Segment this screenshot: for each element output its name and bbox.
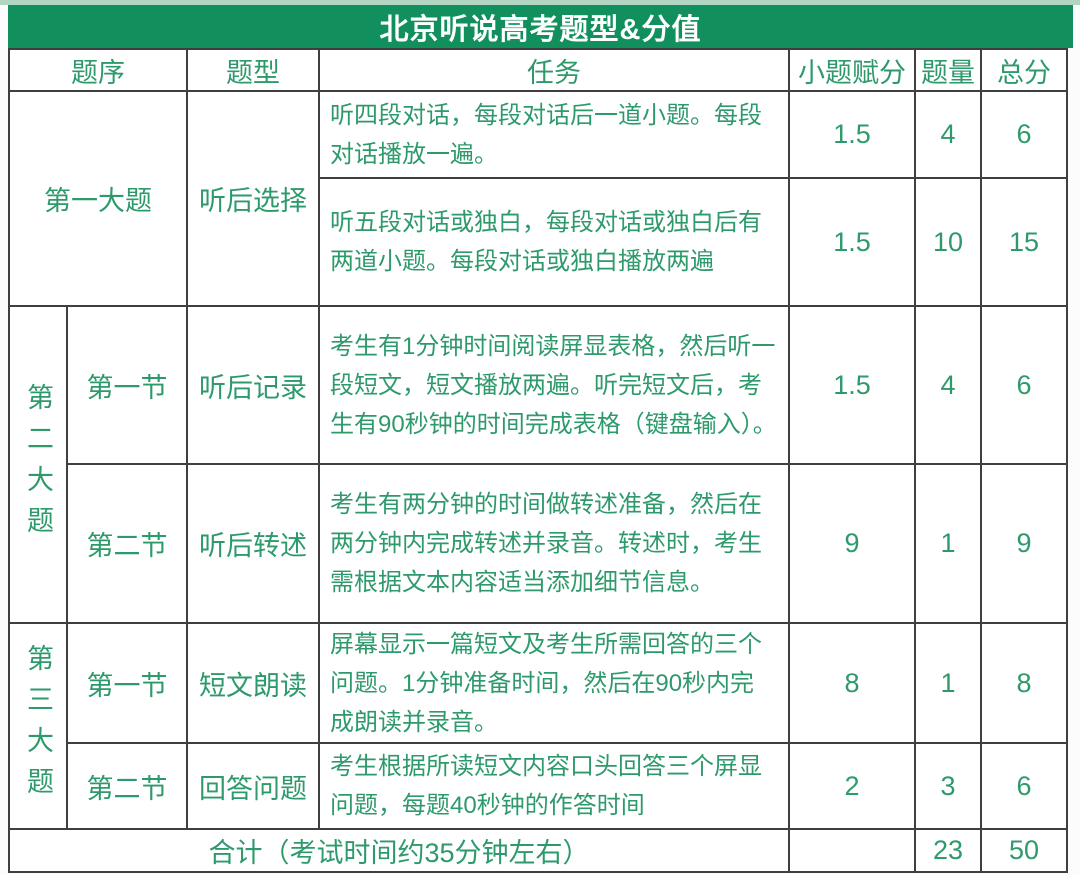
score-cell: 9 <box>790 465 914 622</box>
column-header-order: 题序 <box>10 50 186 90</box>
exam-table: 题序 题型 任务 小题赋分 题量 总分 第一大题 听后选择 听四段对话，每段对话… <box>8 48 1068 873</box>
table-title-bar: 北京听说高考题型&分值 <box>8 5 1073 48</box>
task-cell: 屏幕显示一篇短文及考生所需回答的三个问题。1分钟准备时间，然后在90秒内完成朗读… <box>320 624 788 742</box>
part-cell: 第二节 <box>68 744 186 828</box>
qty-cell: 10 <box>916 179 980 305</box>
total-cell: 6 <box>982 744 1066 828</box>
task-cell: 听四段对话，每段对话后一道小题。每段对话播放一遍。 <box>320 92 788 177</box>
total-cell: 8 <box>982 624 1066 742</box>
type-cell: 听后记录 <box>188 307 318 463</box>
footer-qty-cell: 23 <box>916 830 980 871</box>
qty-cell: 4 <box>916 92 980 177</box>
score-cell: 1.5 <box>790 179 914 305</box>
task-cell: 考生有1分钟时间阅读屏显表格，然后听一段短文，短文播放两遍。听完短文后，考生有9… <box>320 307 788 463</box>
type-cell: 听后转述 <box>188 465 318 622</box>
qty-cell: 4 <box>916 307 980 463</box>
task-cell: 考生有两分钟的时间做转述准备，然后在两分钟内完成转述并录音。转述时，考生需根据文… <box>320 465 788 622</box>
qty-cell: 1 <box>916 624 980 742</box>
column-header-score: 小题赋分 <box>790 50 914 90</box>
footer-score-cell <box>790 830 914 871</box>
part-cell: 第一节 <box>68 624 186 742</box>
qty-cell: 3 <box>916 744 980 828</box>
score-cell: 1.5 <box>790 92 914 177</box>
column-header-type: 题型 <box>188 50 318 90</box>
type-cell: 回答问题 <box>188 744 318 828</box>
total-cell: 15 <box>982 179 1066 305</box>
part-cell: 第二节 <box>68 465 186 622</box>
section-2-label: 第二大题 <box>10 307 66 622</box>
exam-score-table-page: 北京听说高考题型&分值 题序 题型 任务 小题赋分 题量 总分 第一大题 听后选… <box>8 5 1073 873</box>
column-header-task: 任务 <box>320 50 788 90</box>
task-cell: 考生根据所读短文内容口头回答三个屏显问题，每题40秒钟的作答时间 <box>320 744 788 828</box>
column-header-total: 总分 <box>982 50 1066 90</box>
type-cell: 短文朗读 <box>188 624 318 742</box>
section-1-type: 听后选择 <box>188 92 318 305</box>
score-cell: 8 <box>790 624 914 742</box>
column-header-qty: 题量 <box>916 50 980 90</box>
total-cell: 9 <box>982 465 1066 622</box>
total-cell: 6 <box>982 92 1066 177</box>
qty-cell: 1 <box>916 465 980 622</box>
page-title: 北京听说高考题型&分值 <box>379 13 702 46</box>
footer-total-cell: 50 <box>982 830 1066 871</box>
score-cell: 1.5 <box>790 307 914 463</box>
score-cell: 2 <box>790 744 914 828</box>
section-1-label: 第一大题 <box>10 92 186 305</box>
footer-total-label: 合计（考试时间约35分钟左右） <box>10 830 788 871</box>
total-cell: 6 <box>982 307 1066 463</box>
page-top-strip <box>0 0 1080 5</box>
part-cell: 第一节 <box>68 307 186 463</box>
section-3-label: 第三大题 <box>10 624 66 828</box>
task-cell: 听五段对话或独白，每段对话或独白后有两道小题。每段对话或独白播放两遍 <box>320 179 788 305</box>
